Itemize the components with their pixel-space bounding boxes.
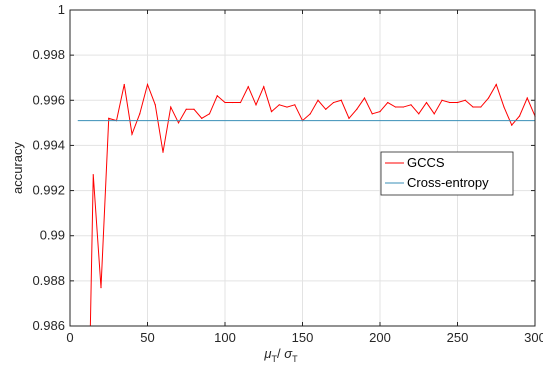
data-point-gccs bbox=[286, 106, 288, 108]
series-layer bbox=[77, 82, 536, 326]
data-point-gccs bbox=[487, 97, 490, 99]
data-point-gccs bbox=[511, 124, 513, 126]
data-point-gccs bbox=[472, 106, 474, 108]
x-tick-label: 300 bbox=[524, 330, 543, 345]
data-point-gccs bbox=[332, 101, 335, 104]
grid-lines bbox=[70, 10, 535, 326]
legend-box bbox=[380, 151, 514, 196]
data-point-gccs bbox=[247, 86, 249, 88]
data-point-gccs bbox=[278, 104, 280, 106]
data-point-gccs bbox=[317, 99, 319, 101]
data-point-gccs bbox=[418, 113, 420, 115]
legend-label-cross-entropy: Cross-entropy bbox=[407, 175, 489, 190]
x-axis-title-sigma: σ bbox=[284, 346, 293, 361]
data-point-gccs bbox=[387, 101, 389, 104]
x-axis-title-sub-2: T bbox=[292, 354, 298, 364]
x-tick-label: 0 bbox=[66, 330, 73, 345]
y-tick-label: 0.99 bbox=[40, 228, 65, 243]
data-point-gccs bbox=[123, 83, 125, 86]
data-point-gccs bbox=[518, 115, 521, 117]
data-point-gccs bbox=[526, 97, 528, 99]
data-point-gccs bbox=[379, 110, 381, 113]
y-tick-labels: 0.986 0.988 0.99 0.992 0.994 0.996 0.998 1 bbox=[32, 2, 65, 333]
data-point-gccs bbox=[456, 101, 459, 104]
x-axis-title-separator: / bbox=[277, 346, 284, 361]
data-point-gccs bbox=[263, 86, 265, 88]
y-tick-label: 0.992 bbox=[32, 183, 65, 198]
data-point-gccs bbox=[185, 108, 187, 110]
data-point-gccs bbox=[146, 83, 149, 86]
data-point-gccs bbox=[193, 108, 195, 110]
data-point-gccs bbox=[208, 113, 211, 115]
x-tick-label: 200 bbox=[369, 330, 391, 345]
data-point-gccs bbox=[464, 99, 466, 101]
data-point-gccs bbox=[162, 151, 164, 153]
data-point-gccs bbox=[340, 99, 342, 101]
x-tick-label: 150 bbox=[292, 330, 314, 345]
data-point-gccs bbox=[255, 104, 257, 106]
y-axis-title: accuracy bbox=[10, 141, 25, 194]
data-point-gccs bbox=[270, 110, 273, 113]
x-tick-label: 250 bbox=[447, 330, 469, 345]
y-tick-label: 0.988 bbox=[32, 273, 65, 288]
data-point-gccs bbox=[201, 117, 203, 119]
data-point-gccs bbox=[170, 106, 172, 108]
data-point-gccs bbox=[410, 104, 412, 106]
x-axis-title: μT/ σT bbox=[263, 346, 298, 364]
y-tick-label: 1 bbox=[58, 2, 65, 17]
y-tick-label: 0.996 bbox=[32, 92, 65, 107]
data-point-gccs bbox=[371, 113, 373, 115]
y-tick-label: 0.998 bbox=[32, 47, 65, 62]
data-point-gccs bbox=[108, 117, 110, 119]
data-point-gccs bbox=[433, 113, 435, 115]
data-point-gccs bbox=[425, 101, 428, 104]
legend-label-gccs: GCCS bbox=[407, 155, 445, 170]
data-point-gccs bbox=[348, 117, 350, 119]
data-point-gccs bbox=[239, 101, 242, 104]
data-point-gccs bbox=[131, 133, 133, 135]
axis-ticks bbox=[69, 9, 536, 327]
data-point-gccs bbox=[441, 99, 443, 101]
x-axis-title-mu: μ bbox=[263, 346, 271, 361]
x-tick-label: 50 bbox=[140, 330, 154, 345]
x-tick-label: 100 bbox=[214, 330, 236, 345]
data-point-gccs bbox=[139, 113, 141, 115]
data-point-gccs bbox=[495, 83, 497, 86]
data-point-gccs bbox=[216, 95, 218, 97]
data-point-gccs bbox=[356, 108, 358, 110]
data-point-gccs bbox=[402, 106, 404, 108]
data-point-gccs bbox=[503, 106, 505, 108]
data-point-gccs bbox=[232, 101, 234, 104]
y-tick-label: 0.994 bbox=[32, 137, 65, 152]
data-point-gccs bbox=[309, 113, 311, 115]
legend: GCCS Cross-entropy bbox=[380, 151, 514, 196]
data-point-gccs bbox=[480, 106, 482, 108]
data-point-gccs bbox=[363, 97, 366, 99]
x-tick-labels: 0 50 100 150 200 250 300 bbox=[66, 330, 543, 345]
data-point-gccs bbox=[394, 106, 397, 108]
data-point-gccs bbox=[325, 108, 327, 110]
data-point-gccs bbox=[449, 101, 451, 104]
data-point-gccs bbox=[92, 174, 94, 176]
data-point-gccs bbox=[224, 101, 226, 104]
data-point-gccs bbox=[294, 104, 296, 106]
data-point-gccs bbox=[100, 287, 102, 289]
data-point-gccs bbox=[177, 122, 180, 124]
x-axis-title-sub-1: T bbox=[272, 354, 278, 364]
y-tick-label: 0.986 bbox=[32, 318, 65, 333]
data-point-gccs bbox=[154, 104, 156, 106]
